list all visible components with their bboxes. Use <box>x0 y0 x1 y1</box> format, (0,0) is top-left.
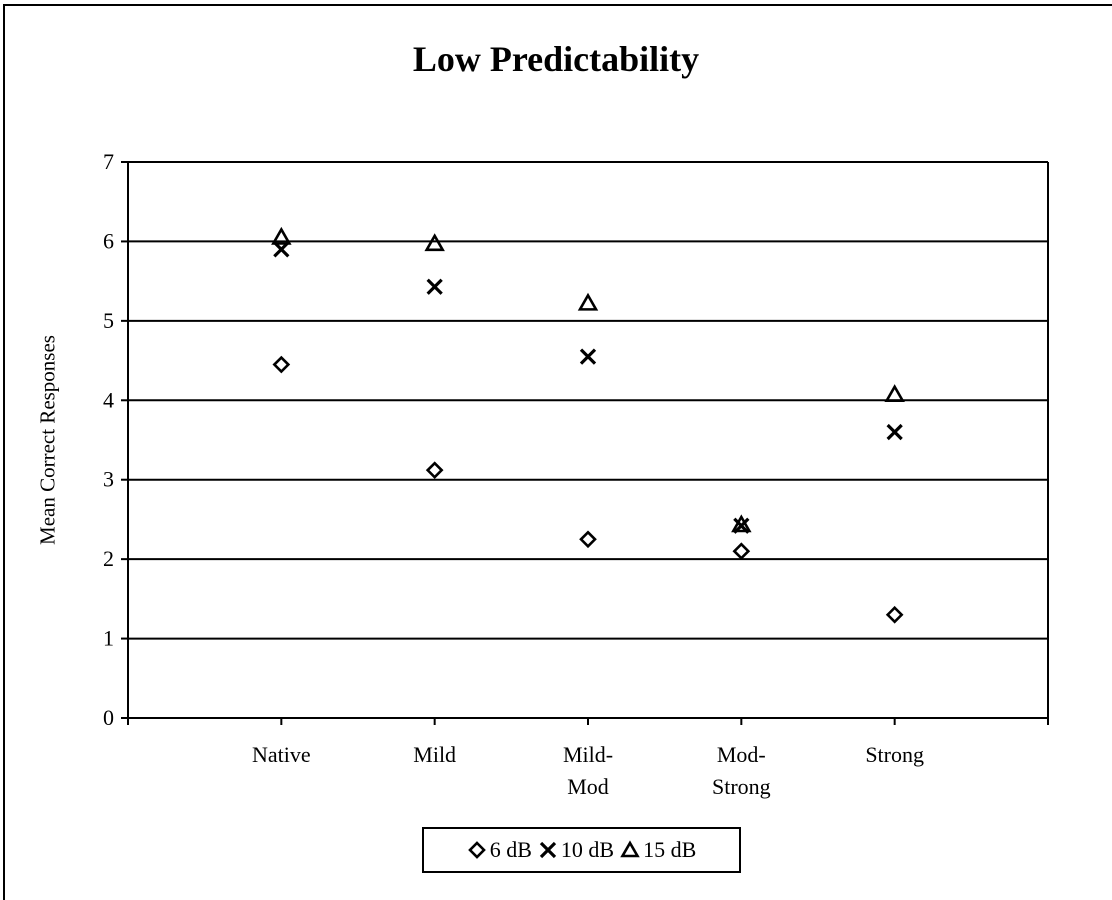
point-6db <box>425 461 444 480</box>
y-tick-label: 1 <box>103 626 114 651</box>
y-tick-label: 7 <box>103 149 114 174</box>
point-6db <box>885 605 904 624</box>
point-15db <box>731 514 752 533</box>
point-15db <box>577 292 599 311</box>
legend-item-15db: 15 dB <box>620 837 696 863</box>
x-tick-label: Mild-Mod <box>563 742 613 799</box>
y-tick-label: 0 <box>103 705 114 730</box>
legend: 6 dB 10 dB 15 dB <box>422 827 741 873</box>
x-tick-label: Mild <box>413 742 456 767</box>
y-tick-label: 6 <box>103 228 114 253</box>
point-10db <box>426 278 443 295</box>
legend-label-10db: 10 dB <box>560 837 615 862</box>
point-15db <box>424 233 445 252</box>
diamond-icon <box>467 841 486 859</box>
cross-icon <box>539 841 557 859</box>
point-15db <box>884 384 905 403</box>
x-tick-label: Strong <box>865 742 924 767</box>
point-10db <box>579 348 597 365</box>
point-6db <box>272 355 291 374</box>
legend-label-6db: 6 dB <box>489 837 532 862</box>
chart-frame <box>3 4 1112 900</box>
chart-title: Low Predictability <box>412 39 700 79</box>
y-tick-label: 2 <box>103 546 114 571</box>
y-tick-label: 3 <box>103 467 114 492</box>
x-tick-label: Mod-Strong <box>712 742 771 799</box>
y-tick-label: 4 <box>103 387 114 412</box>
x-tick-label: Native <box>252 742 311 767</box>
point-15db <box>271 226 292 245</box>
legend-item-10db: 10 dB <box>538 837 614 863</box>
y-tick-label: 5 <box>103 308 114 333</box>
legend-label-15db: 15 dB <box>643 837 697 862</box>
point-6db <box>579 530 597 549</box>
point-6db <box>732 542 751 561</box>
point-10db <box>886 423 903 441</box>
legend-item-6db: 6 dB <box>467 837 532 863</box>
triangle-icon <box>620 840 640 858</box>
